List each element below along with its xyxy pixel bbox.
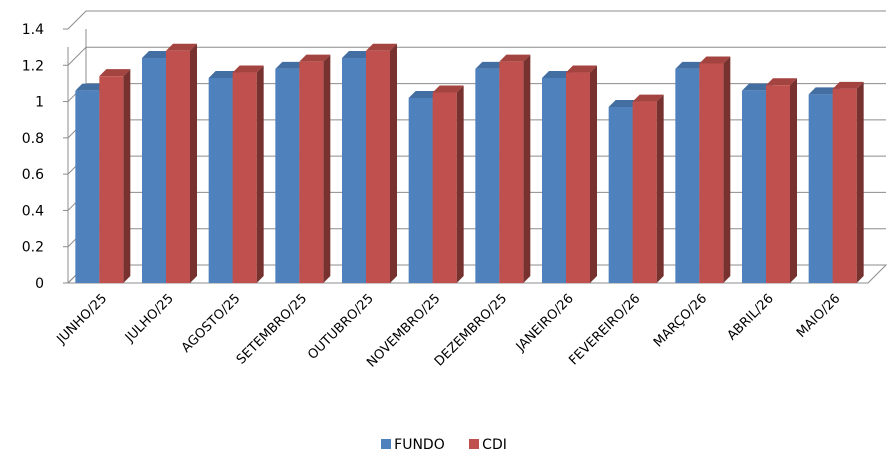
legend-item-fundo: FUNDO [381, 436, 445, 454]
x-tick-label: MARÇO/26 [651, 291, 710, 350]
legend-label-cdi: CDI [482, 437, 507, 453]
gridline [68, 11, 886, 29]
bar-cdi-3 [299, 55, 330, 283]
bar-cdi-4 [366, 44, 397, 283]
x-tick-label: FEVEREIRO/26 [566, 291, 643, 368]
x-tick-label: DEZEMBRO/25 [432, 291, 510, 369]
x-tick-label: AGOSTO/25 [179, 291, 244, 356]
x-tick-label: JANEIRO/26 [513, 291, 577, 355]
y-tick-label: 0.4 [22, 203, 44, 219]
y-tick-label: 1 [35, 95, 44, 111]
legend-label-fundo: FUNDO [394, 437, 445, 453]
bar-cdi-6 [499, 55, 530, 283]
x-tick-label: ABRIL/26 [725, 291, 777, 343]
legend-item-cdi: CDI [469, 436, 507, 454]
x-tick-label: SETEMBRO/25 [234, 291, 310, 367]
y-tick-label: 0 [35, 276, 44, 292]
x-tick-label: MAIO/26 [794, 291, 844, 341]
x-tick-label: JUNHO/25 [54, 291, 111, 348]
bar-cdi-8 [633, 95, 664, 283]
y-tick-label: 1.2 [22, 58, 44, 74]
y-axis-ticks: 0 0.2 0.4 0.6 0.8 1 1.2 1.4 [22, 22, 68, 292]
bars [75, 44, 863, 283]
y-tick-label: 0.6 [22, 167, 44, 183]
bar-cdi-11 [833, 82, 864, 283]
legend-swatch-cdi [469, 439, 479, 449]
x-axis-ticks: JUNHO/25 JULHO/25 AGOSTO/25SETEMBRO/25OUTU… [54, 291, 844, 370]
y-tick-label: 0.2 [22, 240, 44, 256]
bar-cdi-7 [566, 66, 597, 283]
bar-cdi-0 [99, 69, 130, 283]
y-tick-label: 0.8 [22, 131, 44, 147]
x-tick-label: OUTUBRO/25 [305, 291, 377, 363]
bar-cdi-5 [433, 86, 464, 284]
legend: FUNDO CDI [0, 436, 888, 454]
x-tick-label: JULHO/25 [122, 291, 177, 346]
legend-swatch-fundo [381, 439, 391, 449]
bar-cdi-2 [233, 66, 264, 283]
bar-cdi-9 [699, 56, 730, 283]
y-tick-label: 1.4 [22, 22, 44, 38]
bar-cdi-1 [166, 44, 197, 283]
bar-cdi-10 [766, 78, 797, 283]
